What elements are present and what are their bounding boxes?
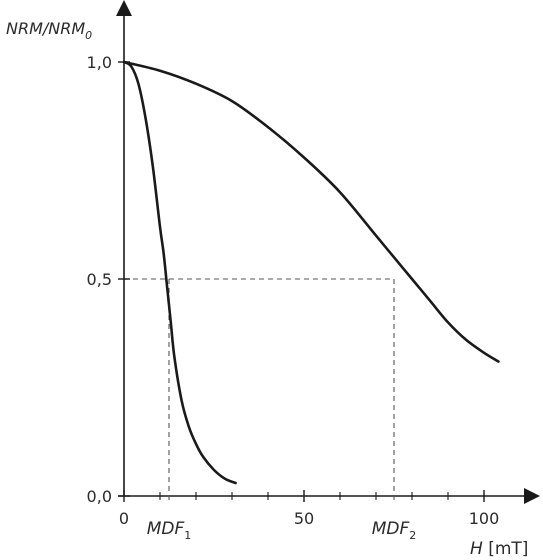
mdf-label-2: MDF2 <box>372 519 417 542</box>
y-axis-label-main: NRM/NRM <box>6 19 85 38</box>
mdf-label-1: MDF1 <box>147 519 192 542</box>
y-tick-label-2: 1,0 <box>87 53 112 72</box>
guide-lines: MDF1 MDF2 <box>124 278 417 542</box>
x-tick-label-2: 100 <box>469 509 500 528</box>
y-tick-label-0: 0,0 <box>87 487 112 506</box>
x-tick-label-1: 50 <box>294 509 314 528</box>
series-line-2 <box>122 60 500 363</box>
x-axis-unit: [mT] <box>488 539 528 559</box>
series-line-1 <box>122 60 237 485</box>
series-lines <box>122 60 500 485</box>
x-axis-label-main: H <box>470 539 483 559</box>
axis-ticks: 0,0 0,5 1,0 0 50 100 <box>87 53 500 528</box>
y-tick-label-1: 0,5 <box>87 270 112 289</box>
x-axis-label: H [mT] <box>470 539 528 559</box>
x-tick-label-0: 0 <box>119 509 129 528</box>
y-axis-label: NRM/NRM0 <box>6 19 92 42</box>
y-axis-label-sub: 0 <box>85 29 92 42</box>
